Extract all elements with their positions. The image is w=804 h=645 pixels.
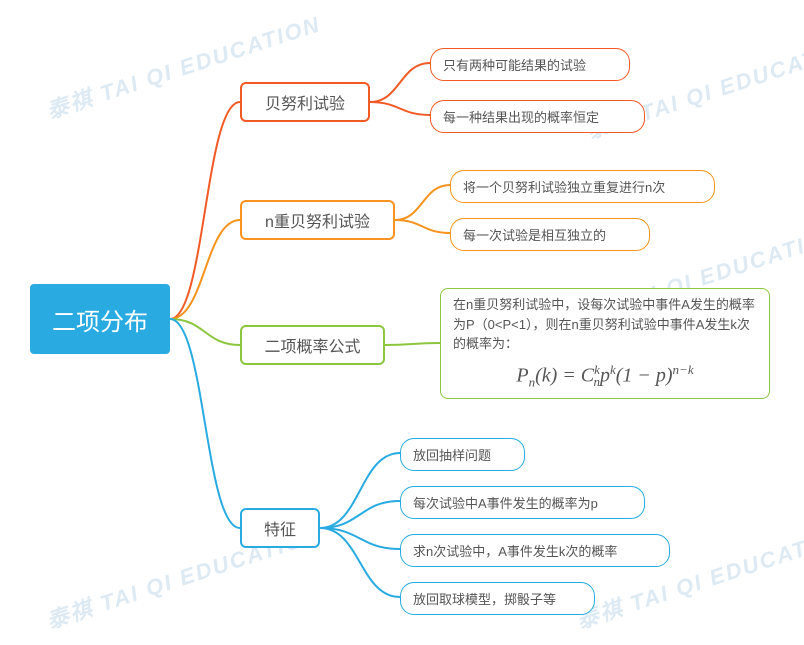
branch-b2: n重贝努利试验	[240, 200, 395, 240]
leaf-b4-2: 求n次试验中，A事件发生k次的概率	[400, 534, 670, 567]
leaf-b2-1: 每一次试验是相互独立的	[450, 218, 650, 251]
leaf-b2-0: 将一个贝努利试验独立重复进行n次	[450, 170, 715, 203]
leaf-intro: 在n重贝努利试验中，设每次试验中事件A发生的概率为P（0<P<1），则在n重贝努…	[453, 295, 757, 354]
branch-b3: 二项概率公式	[240, 325, 385, 365]
leaf-b4-1: 每次试验中A事件发生的概率为p	[400, 486, 645, 519]
root-node: 二项分布	[30, 284, 170, 354]
formula: Pn(k) = Cknpk(1 − p)n−k	[453, 360, 757, 392]
leaf-b4-3: 放回取球模型，掷骰子等	[400, 582, 595, 615]
leaf-b1-0: 只有两种可能结果的试验	[430, 48, 630, 81]
branch-b4: 特征	[240, 508, 320, 548]
leaf-b3-0: 在n重贝努利试验中，设每次试验中事件A发生的概率为P（0<P<1），则在n重贝努…	[440, 288, 770, 399]
leaf-b4-0: 放回抽样问题	[400, 438, 525, 471]
branch-b1: 贝努利试验	[240, 82, 370, 122]
leaf-b1-1: 每一种结果出现的概率恒定	[430, 100, 645, 133]
